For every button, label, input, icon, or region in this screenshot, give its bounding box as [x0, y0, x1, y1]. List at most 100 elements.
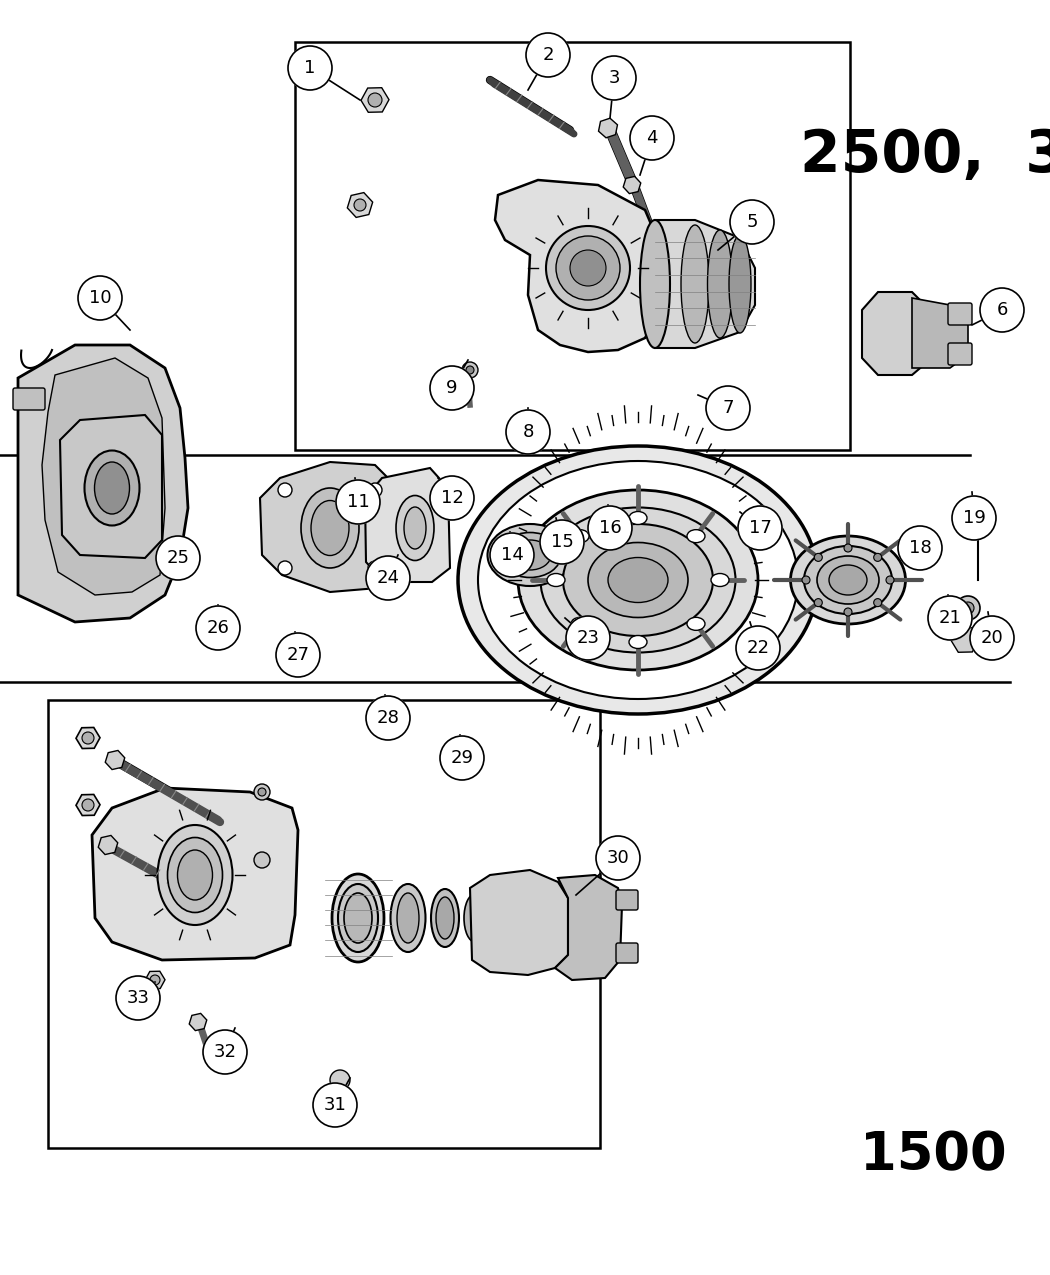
- Text: 20: 20: [981, 629, 1004, 646]
- Circle shape: [738, 506, 782, 550]
- Circle shape: [815, 553, 822, 561]
- Text: 31: 31: [323, 1096, 346, 1114]
- Ellipse shape: [681, 224, 709, 343]
- Ellipse shape: [84, 450, 140, 525]
- Ellipse shape: [541, 507, 735, 653]
- FancyBboxPatch shape: [13, 388, 45, 411]
- Polygon shape: [42, 358, 165, 595]
- Ellipse shape: [391, 884, 425, 952]
- Polygon shape: [495, 180, 660, 352]
- Circle shape: [844, 608, 852, 616]
- FancyBboxPatch shape: [948, 303, 972, 325]
- Polygon shape: [862, 292, 932, 375]
- Circle shape: [366, 556, 410, 601]
- Circle shape: [82, 799, 94, 811]
- Circle shape: [556, 236, 619, 300]
- Ellipse shape: [158, 825, 232, 924]
- Text: 18: 18: [908, 539, 931, 557]
- Text: 27: 27: [287, 646, 310, 664]
- Circle shape: [802, 576, 810, 584]
- Text: 25: 25: [167, 550, 189, 567]
- Text: 26: 26: [207, 618, 230, 638]
- Text: 14: 14: [501, 546, 524, 564]
- Circle shape: [970, 616, 1014, 660]
- Circle shape: [886, 576, 894, 584]
- Circle shape: [874, 599, 882, 607]
- Text: 33: 33: [126, 989, 149, 1007]
- Circle shape: [368, 561, 382, 575]
- Circle shape: [254, 852, 270, 868]
- Polygon shape: [365, 468, 450, 581]
- Circle shape: [330, 1070, 350, 1090]
- Ellipse shape: [588, 542, 688, 617]
- Ellipse shape: [629, 635, 647, 649]
- Circle shape: [336, 479, 380, 524]
- Ellipse shape: [311, 501, 349, 556]
- FancyBboxPatch shape: [948, 343, 972, 365]
- Circle shape: [278, 483, 292, 497]
- Ellipse shape: [608, 557, 668, 603]
- Circle shape: [546, 226, 630, 310]
- Circle shape: [952, 496, 996, 541]
- Circle shape: [730, 200, 774, 244]
- Polygon shape: [555, 875, 622, 980]
- Text: 28: 28: [377, 709, 399, 727]
- Text: 5: 5: [747, 213, 758, 231]
- Polygon shape: [655, 221, 755, 348]
- Polygon shape: [48, 700, 600, 1148]
- Ellipse shape: [640, 221, 670, 348]
- Circle shape: [430, 366, 474, 411]
- Ellipse shape: [404, 507, 426, 550]
- Circle shape: [156, 536, 200, 580]
- Circle shape: [278, 561, 292, 575]
- Ellipse shape: [687, 617, 705, 630]
- Circle shape: [844, 544, 852, 552]
- Circle shape: [874, 553, 882, 561]
- Circle shape: [440, 736, 484, 780]
- Circle shape: [368, 93, 382, 107]
- Circle shape: [630, 116, 674, 159]
- Circle shape: [980, 288, 1024, 332]
- Circle shape: [970, 510, 986, 527]
- FancyBboxPatch shape: [616, 944, 638, 963]
- Circle shape: [962, 602, 974, 615]
- Ellipse shape: [729, 235, 751, 333]
- Circle shape: [815, 599, 822, 607]
- Circle shape: [746, 649, 758, 660]
- Text: 9: 9: [446, 379, 458, 397]
- Ellipse shape: [94, 462, 129, 514]
- Text: 24: 24: [377, 569, 399, 586]
- Circle shape: [592, 56, 636, 99]
- Text: 1: 1: [304, 59, 316, 76]
- Ellipse shape: [571, 617, 589, 630]
- Polygon shape: [92, 788, 298, 960]
- Ellipse shape: [332, 873, 384, 963]
- Ellipse shape: [464, 894, 486, 942]
- Ellipse shape: [687, 529, 705, 543]
- Ellipse shape: [563, 524, 713, 636]
- Circle shape: [706, 386, 750, 430]
- Circle shape: [956, 595, 980, 620]
- Text: 8: 8: [522, 423, 533, 441]
- Text: 12: 12: [441, 490, 463, 507]
- Ellipse shape: [458, 446, 818, 714]
- Circle shape: [354, 199, 366, 210]
- Text: 2: 2: [542, 46, 553, 64]
- Ellipse shape: [168, 838, 223, 913]
- Circle shape: [540, 520, 584, 564]
- Text: 4: 4: [646, 129, 657, 147]
- Ellipse shape: [487, 524, 572, 586]
- Circle shape: [82, 732, 94, 745]
- Ellipse shape: [518, 490, 758, 669]
- Circle shape: [898, 527, 942, 570]
- Circle shape: [116, 975, 160, 1020]
- Circle shape: [288, 46, 332, 91]
- Circle shape: [526, 33, 570, 76]
- Polygon shape: [18, 346, 188, 622]
- Circle shape: [596, 836, 640, 880]
- Circle shape: [203, 1030, 247, 1074]
- Ellipse shape: [499, 533, 561, 578]
- Circle shape: [506, 411, 550, 454]
- Ellipse shape: [396, 496, 434, 561]
- Text: 30: 30: [607, 849, 629, 867]
